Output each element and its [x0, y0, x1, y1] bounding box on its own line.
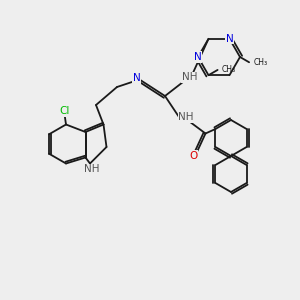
Text: N: N	[133, 73, 140, 83]
Text: N: N	[194, 52, 202, 62]
Text: CH₃: CH₃	[222, 65, 236, 74]
Text: NH: NH	[178, 112, 194, 122]
Text: CH₃: CH₃	[254, 58, 268, 67]
Text: NH: NH	[84, 164, 99, 175]
Text: NH: NH	[182, 72, 197, 82]
Text: Cl: Cl	[59, 106, 70, 116]
Text: O: O	[189, 151, 198, 161]
Text: N: N	[226, 34, 233, 44]
